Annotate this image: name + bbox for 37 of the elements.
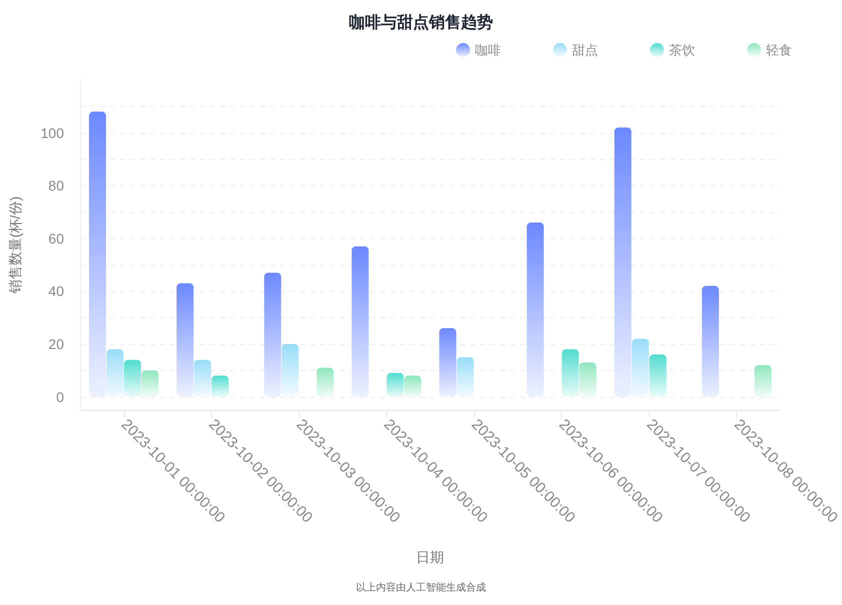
bar [142,370,159,397]
bar [176,283,194,397]
bar [316,368,334,397]
bar [352,246,369,397]
legend-label: 轻食 [766,42,792,58]
bar [439,328,456,397]
bar [702,286,719,397]
x-axis-title: 日期 [416,549,444,565]
bar [614,128,632,397]
bar [632,338,649,397]
y-tick-label: 100 [40,124,64,141]
legend-label: 咖啡 [475,42,501,58]
y-axis-title: 销售数量(杯/份) [7,196,23,295]
y-tick-label: 60 [48,230,64,246]
bar [282,344,299,397]
bar [89,112,106,397]
bar [649,354,666,397]
bar [526,222,544,397]
bar [754,365,772,397]
bar [264,272,282,397]
bar [106,349,124,397]
chart-title: 咖啡与甜点销售趋势 [349,14,493,32]
legend-label: 甜点 [572,42,598,58]
bar [124,360,142,397]
bar [194,360,212,397]
y-tick-label: 40 [48,283,64,300]
legend-label: 茶饮 [669,42,695,58]
y-tick-label: 80 [48,178,64,194]
y-tick-label: 20 [48,336,64,352]
text: 以上内容由人工智能生成合成 [356,582,486,594]
y-tick-label: 0 [56,388,64,405]
bar [386,373,404,397]
bar [212,376,229,397]
bar [579,362,596,397]
bar [404,376,422,397]
bar [562,349,579,397]
bar [456,357,474,397]
